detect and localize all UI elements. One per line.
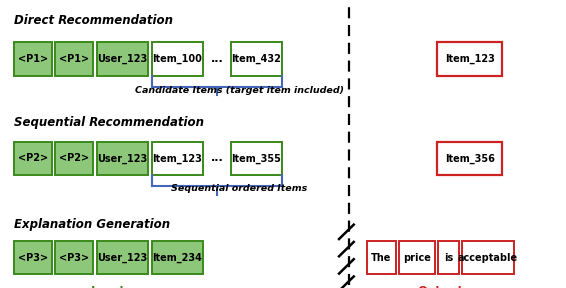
FancyBboxPatch shape [97, 142, 148, 175]
Text: The: The [371, 253, 392, 263]
FancyBboxPatch shape [97, 241, 148, 274]
FancyBboxPatch shape [231, 42, 282, 76]
Text: Direct Recommendation: Direct Recommendation [14, 14, 173, 27]
FancyBboxPatch shape [462, 241, 514, 274]
Text: Item_355: Item_355 [231, 153, 281, 164]
Text: <P2>: <P2> [18, 154, 48, 163]
Text: Item_123: Item_123 [445, 54, 495, 64]
FancyBboxPatch shape [399, 241, 435, 274]
FancyBboxPatch shape [97, 42, 148, 76]
Text: ...: ... [211, 154, 223, 163]
Text: User_123: User_123 [97, 153, 147, 164]
FancyBboxPatch shape [55, 241, 93, 274]
Text: User_123: User_123 [97, 54, 147, 64]
Text: Output: Output [417, 285, 464, 288]
Text: Explanation Generation: Explanation Generation [14, 218, 170, 231]
Text: price: price [403, 253, 431, 263]
Text: Item_356: Item_356 [445, 153, 495, 164]
Text: acceptable: acceptable [458, 253, 518, 263]
FancyBboxPatch shape [367, 241, 396, 274]
FancyBboxPatch shape [152, 241, 203, 274]
FancyBboxPatch shape [438, 241, 459, 274]
FancyBboxPatch shape [14, 241, 52, 274]
FancyBboxPatch shape [152, 142, 203, 175]
FancyBboxPatch shape [14, 42, 52, 76]
Text: <P1>: <P1> [59, 54, 89, 64]
FancyBboxPatch shape [231, 142, 282, 175]
Text: is: is [444, 253, 453, 263]
FancyBboxPatch shape [437, 142, 503, 175]
Text: Item_100: Item_100 [152, 54, 202, 64]
Text: <P3>: <P3> [18, 253, 48, 263]
Text: Item_234: Item_234 [152, 253, 202, 263]
Text: Sequential Recommendation: Sequential Recommendation [14, 116, 204, 129]
Text: Sequential ordered Items: Sequential ordered Items [171, 184, 307, 193]
Text: Item_432: Item_432 [231, 54, 281, 64]
FancyBboxPatch shape [14, 142, 52, 175]
Text: User_123: User_123 [97, 253, 147, 263]
Text: ...: ... [211, 54, 223, 64]
Text: <P1>: <P1> [18, 54, 48, 64]
FancyBboxPatch shape [55, 42, 93, 76]
Text: <P2>: <P2> [59, 154, 89, 163]
Text: Item_123: Item_123 [152, 153, 202, 164]
Text: Candidate Items (target item included): Candidate Items (target item included) [135, 86, 344, 95]
FancyBboxPatch shape [437, 42, 503, 76]
Text: Input: Input [91, 285, 126, 288]
FancyBboxPatch shape [152, 42, 203, 76]
Text: <P3>: <P3> [59, 253, 89, 263]
FancyBboxPatch shape [55, 142, 93, 175]
